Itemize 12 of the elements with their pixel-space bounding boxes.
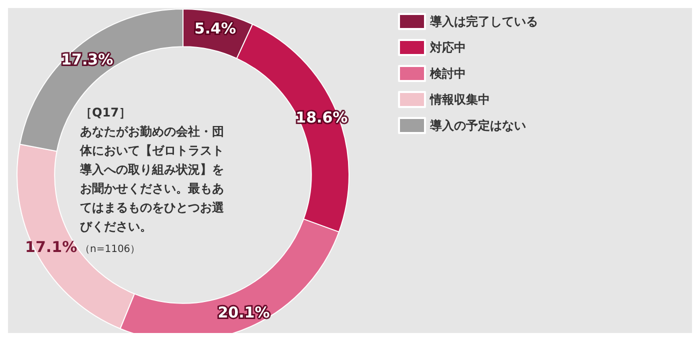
data-label: 20.1% [218,303,270,322]
data-label: 5.4% [194,19,236,38]
legend-label: 検討中 [429,66,466,80]
data-label: 17.1% [25,238,78,256]
text: （n=1106） [80,244,140,255]
data-label: 17.3% [61,50,114,68]
legend-label: 対応中 [429,40,466,54]
legend-label: 導入は完了している [429,14,538,28]
text: あなたがお勤めの会社・団体において【ゼロトラスト導入への取り組み状況】をお聞かせください。最もあてはまるものをひとつお選びください。 [79,124,225,234]
text: ［Q17］ [80,106,131,120]
legend-label: 導入の予定はない [429,118,526,132]
legend-label: 情報収集中 [429,92,490,106]
